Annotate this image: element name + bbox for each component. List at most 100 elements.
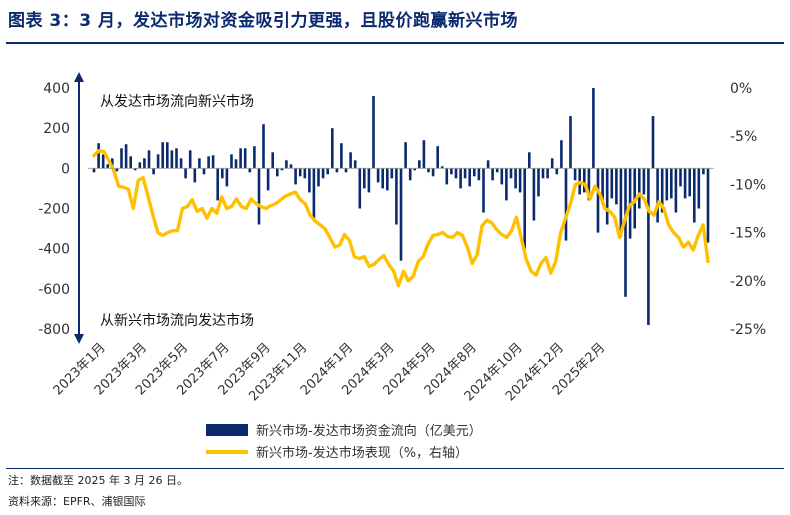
bar <box>308 168 311 193</box>
bar <box>610 168 614 199</box>
down-arrow-icon <box>74 334 84 344</box>
bar <box>601 168 604 205</box>
bar <box>175 148 178 169</box>
bar <box>605 168 609 225</box>
y-left-tick-label: 200 <box>43 121 70 137</box>
bar <box>340 143 343 169</box>
bar <box>697 168 701 209</box>
bar <box>450 168 453 175</box>
bar <box>546 168 549 179</box>
bar <box>188 150 192 169</box>
bar <box>358 168 362 209</box>
bar <box>505 168 508 201</box>
bar <box>491 168 494 181</box>
bar <box>482 168 485 213</box>
bar <box>624 168 627 297</box>
bar <box>101 154 105 169</box>
chart: 400 200 0 -200 -400 -600 -800 0% -5% -10% -15% -20%… <box>38 72 766 461</box>
legend-bar-label: 新兴市场-发达市场资金流向（亿美元） <box>256 423 482 439</box>
bar <box>404 142 407 169</box>
bar <box>528 152 531 169</box>
annotation-top: 从发达市场流向新兴市场 <box>100 93 254 110</box>
bar <box>651 116 655 169</box>
bar <box>702 168 705 175</box>
y-right-tick-label: -5% <box>730 129 757 145</box>
up-arrow-icon <box>74 72 84 82</box>
y-left-tick-label: -600 <box>38 282 70 298</box>
title-divider <box>6 42 784 44</box>
bar <box>106 164 109 169</box>
bar <box>422 140 426 169</box>
y-right-tick-label: -10% <box>730 177 766 193</box>
bar <box>573 168 577 181</box>
bar <box>381 168 384 189</box>
bar <box>266 168 270 191</box>
y-left-tick-label: -400 <box>38 242 70 258</box>
bar <box>253 146 256 169</box>
bar <box>166 142 169 169</box>
bar <box>583 168 586 193</box>
bar <box>143 158 146 169</box>
y-right-tick-label: -25% <box>730 322 766 338</box>
bar <box>211 155 215 169</box>
bar <box>541 168 545 179</box>
bar <box>152 168 155 175</box>
bar <box>459 168 462 189</box>
bar <box>413 168 416 171</box>
bar <box>353 160 357 169</box>
bar <box>156 154 160 169</box>
bar <box>335 168 339 173</box>
bar <box>555 168 559 175</box>
note-divider <box>6 468 784 469</box>
bar <box>349 152 352 169</box>
bar <box>395 168 398 225</box>
bar <box>262 124 265 169</box>
figure-title: 图表 3：3 月，发达市场对资金吸引力更强，且股价跑赢新兴市场 <box>8 11 518 31</box>
bar <box>615 168 618 205</box>
bar <box>331 128 334 169</box>
bar <box>303 168 307 179</box>
bar <box>285 160 288 169</box>
bar <box>436 146 439 169</box>
bar <box>500 168 504 185</box>
bar <box>532 168 536 221</box>
bar <box>454 168 458 179</box>
bar <box>133 168 137 171</box>
annotation-bottom: 从新兴市场流向发达市场 <box>100 312 254 329</box>
y-left-tick-label: -800 <box>38 322 70 338</box>
bar <box>363 168 366 189</box>
bar <box>596 168 600 233</box>
y-right-tick-label: 0% <box>730 81 752 97</box>
bar <box>257 168 261 225</box>
bar <box>642 168 646 195</box>
bar <box>670 168 673 199</box>
bar <box>321 168 325 179</box>
legend: 新兴市场-发达市场资金流向（亿美元） 新兴市场-发达市场表现（%，右轴） <box>206 423 482 461</box>
bar <box>431 168 435 177</box>
bar <box>427 168 430 173</box>
bar <box>161 142 164 169</box>
bar <box>111 158 114 169</box>
y-right-tick-label: -20% <box>730 274 766 290</box>
bar <box>592 88 595 169</box>
bar <box>298 168 302 177</box>
bar <box>184 168 187 179</box>
bar <box>289 164 293 169</box>
bar <box>243 148 247 169</box>
bar <box>679 168 682 187</box>
line-series <box>92 148 710 288</box>
bar <box>115 168 119 172</box>
bar <box>550 158 554 169</box>
legend-line-label: 新兴市场-发达市场表现（%，右轴） <box>256 445 468 461</box>
bar <box>207 156 210 169</box>
bar <box>376 168 380 183</box>
bar <box>408 168 412 181</box>
bar <box>619 168 623 237</box>
bar <box>179 158 183 169</box>
bar <box>230 154 233 169</box>
bar <box>216 168 219 201</box>
bar <box>198 158 201 169</box>
bar <box>693 168 696 223</box>
bar <box>202 168 206 175</box>
